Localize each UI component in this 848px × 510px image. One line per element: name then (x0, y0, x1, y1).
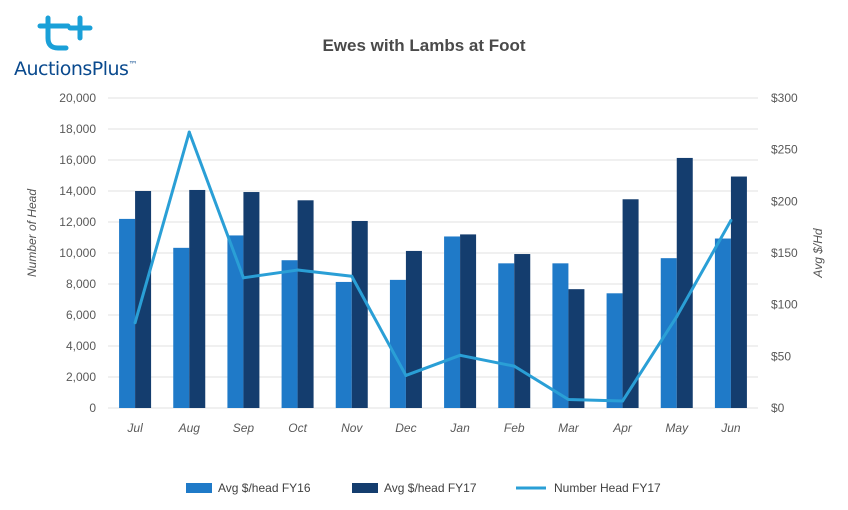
legend-label: Avg $/head FY16 (218, 481, 311, 495)
x-tick-label: Sep (233, 421, 255, 435)
line-point (458, 353, 462, 357)
bar-fy17 (730, 176, 747, 408)
right-tick-label: $150 (771, 246, 798, 260)
left-tick-label: 0 (89, 401, 96, 415)
line-point (241, 276, 245, 280)
left-tick-label: 10,000 (59, 246, 96, 260)
left-tick-label: 20,000 (59, 91, 96, 105)
number-head-line (133, 130, 733, 403)
logo-mark-icon (37, 15, 93, 51)
left-tick-label: 4,000 (66, 339, 96, 353)
logo-text: AuctionsPlus™ (14, 58, 137, 80)
left-tick-label: 18,000 (59, 122, 96, 136)
bar-fy17 (243, 192, 260, 408)
logo-text-part2: Plus (91, 58, 129, 80)
logo-text-part1: Auctions (14, 58, 92, 80)
x-tick-label: Nov (341, 421, 363, 435)
line-point (729, 218, 733, 222)
x-tick-label: May (665, 421, 689, 435)
x-tick-label: Jul (126, 421, 143, 435)
left-axis-ticks: 0 2,000 4,000 6,000 8,000 10,000 12,000 14,000 1… (59, 91, 96, 415)
chart-title: Ewes with Lambs at Foot (322, 36, 525, 55)
bar-fy17 (514, 254, 531, 408)
x-tick-label: Apr (612, 421, 633, 435)
legend-swatch (352, 483, 378, 493)
bar-fy17 (460, 234, 477, 408)
bar-fy16 (606, 293, 623, 408)
right-tick-label: $50 (771, 349, 791, 363)
logo-trademark: ™ (128, 60, 137, 71)
x-tick-label: Aug (178, 421, 201, 435)
x-tick-label: Dec (395, 421, 416, 435)
left-tick-label: 6,000 (66, 308, 96, 322)
line-point (187, 130, 191, 134)
auctionsplus-logo: AuctionsPlus™ (10, 8, 160, 80)
x-tick-label: Jan (449, 421, 470, 435)
line-point (621, 399, 625, 403)
bar-fy16 (227, 235, 244, 408)
bar-fy17 (297, 200, 314, 408)
bar-fy16 (660, 258, 677, 408)
right-tick-label: $300 (771, 91, 798, 105)
bar-fy16 (173, 247, 190, 408)
line-point (133, 321, 137, 325)
bar-fy16 (498, 263, 515, 408)
right-tick-label: $100 (771, 298, 798, 312)
x-tick-label: Feb (504, 421, 525, 435)
bar-fy16 (389, 279, 406, 408)
x-tick-label: Oct (288, 421, 307, 435)
left-tick-label: 14,000 (59, 184, 96, 198)
line-point (512, 364, 516, 368)
line-point (296, 268, 300, 272)
bar-fy17 (622, 199, 639, 408)
line-point (404, 373, 408, 377)
right-tick-label: $0 (771, 401, 785, 415)
bar-fy17 (189, 189, 206, 408)
legend-label: Number Head FY17 (554, 481, 661, 495)
bar-fy16 (444, 236, 461, 408)
bar-fy16 (714, 238, 731, 408)
bar-fy17 (568, 289, 585, 408)
bar-fy17 (351, 220, 368, 408)
line-point (675, 315, 679, 319)
legend: Avg $/head FY16 Avg $/head FY17 Number Hea… (186, 481, 661, 495)
left-tick-label: 2,000 (66, 370, 96, 384)
line-point (566, 397, 570, 401)
bar-fy17 (405, 250, 422, 408)
right-tick-label: $250 (771, 143, 798, 157)
left-tick-label: 16,000 (59, 153, 96, 167)
bar-fy17 (676, 157, 693, 408)
x-tick-label: Jun (720, 421, 741, 435)
x-axis-ticks: Jul Aug Sep Oct Nov Dec Jan Feb Mar Apr May Jun (126, 421, 740, 435)
legend-label: Avg $/head FY17 (384, 481, 477, 495)
legend-swatch (186, 483, 212, 493)
line-series (133, 130, 733, 403)
x-tick-label: Mar (558, 421, 580, 435)
left-tick-label: 8,000 (66, 277, 96, 291)
right-axis-label: Avg $/Hd (811, 228, 825, 278)
bar-fy16 (552, 263, 569, 408)
right-tick-label: $200 (771, 194, 798, 208)
right-axis-ticks: $0 $50 $100 $150 $200 $250 $300 (771, 91, 798, 415)
line-point (350, 274, 354, 278)
left-tick-label: 12,000 (59, 215, 96, 229)
bar-fy16 (335, 281, 352, 408)
gridlines (108, 97, 758, 409)
bar-fy16 (281, 260, 298, 408)
bar-fy16 (119, 218, 136, 408)
left-axis-label: Number of Head (25, 189, 39, 277)
